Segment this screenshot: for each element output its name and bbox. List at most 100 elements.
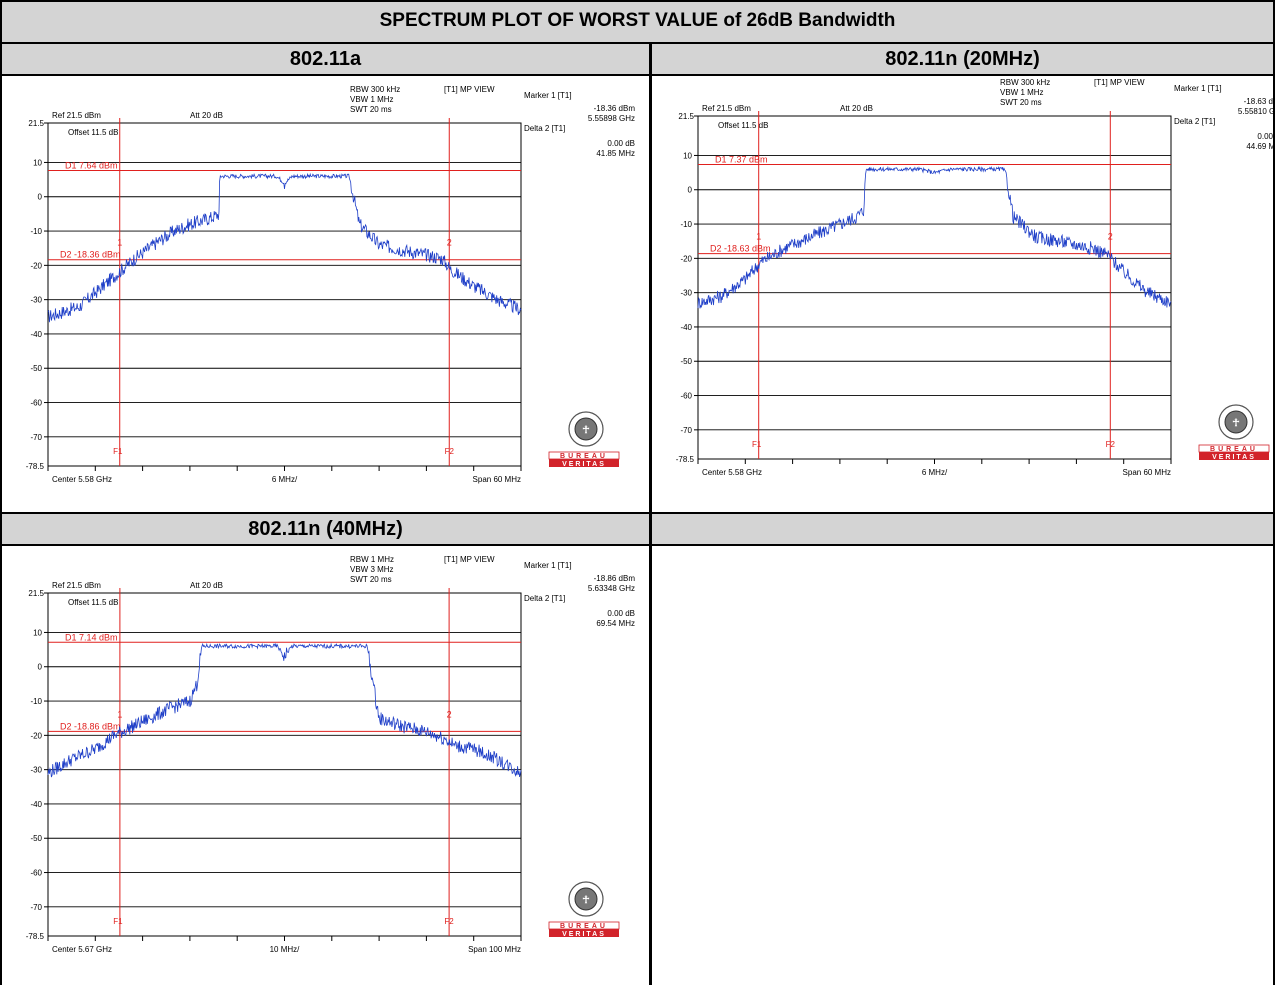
logo-top-text: BUREAU (1210, 446, 1258, 453)
y-tick-label: 0 (38, 193, 43, 202)
y-tick-label: -70 (30, 903, 42, 912)
table-rule-4 (0, 544, 1275, 546)
marker1-label: Marker 1 [T1] (1174, 84, 1222, 93)
marker-1-number: 1 (756, 232, 761, 242)
y-tick-bottom: -78.5 (26, 932, 45, 941)
ref-level-label: Ref 21.5 dBm (702, 104, 751, 113)
center-freq-label: Center 5.58 GHz (702, 468, 762, 477)
y-tick-label: 0 (688, 186, 693, 195)
vbw-label: VBW 1 MHz (1000, 88, 1044, 97)
marker1-freq: 5.55810 GHz (1238, 107, 1273, 116)
delta2-level: 0.00 dB (607, 609, 635, 618)
panel-heading-80211n-20: 802.11n (20MHz) (652, 44, 1273, 74)
spectrum-trace (697, 165, 1172, 309)
y-tick-ref: 21.5 (678, 112, 694, 121)
y-tick-label: -20 (680, 254, 692, 263)
plot-frame (47, 122, 522, 467)
marker1-level: -18.86 dBm (594, 574, 636, 583)
span-label: Span 60 MHz (473, 475, 521, 484)
marker1-label: Marker 1 [T1] (524, 91, 572, 100)
display-line-d1-label: D1 7.64 dBm (65, 161, 118, 171)
y-tick-label: 10 (33, 158, 42, 167)
delta2-freq: 41.85 MHz (596, 149, 635, 158)
center-freq-label: Center 5.58 GHz (52, 475, 112, 484)
marker-1-number: 1 (117, 709, 122, 719)
span-label: Span 60 MHz (1123, 468, 1171, 477)
plot-frame (697, 115, 1172, 460)
display-line-d2-label: D2 -18.63 dBm (710, 244, 771, 254)
vbw-label: VBW 3 MHz (350, 565, 394, 574)
y-tick-label: -50 (30, 834, 42, 843)
y-tick-ref: 21.5 (28, 119, 44, 128)
y-tick-label: -30 (30, 296, 42, 305)
table-rule-1 (0, 42, 1275, 44)
logo-seal-inner (574, 417, 598, 441)
y-tick-bottom: -78.5 (26, 462, 45, 471)
y-tick-label: 10 (683, 151, 692, 160)
logo-seal-inner (574, 887, 598, 911)
table-rule-2 (0, 74, 1275, 76)
freq-line-f2-label: F2 (1106, 440, 1116, 449)
offset-label: Offset 11.5 dB (68, 128, 118, 137)
freq-line-f1-label: F1 (752, 440, 762, 449)
freq-line-f1-label: F1 (113, 447, 123, 456)
delta2-freq: 44.69 MHz (1246, 142, 1273, 151)
display-line-d2-label: D2 -18.86 dBm (60, 721, 121, 731)
y-tick-bottom: -78.5 (676, 455, 695, 464)
y-tick-label: -50 (680, 357, 692, 366)
delta2-freq: 69.54 MHz (596, 619, 635, 628)
swt-label: SWT 20 ms (350, 575, 392, 584)
div-label: 10 MHz/ (270, 945, 301, 954)
marker1-level: -18.63 dBm (1244, 97, 1273, 106)
trace-view-label: [T1] MP VIEW (444, 555, 495, 564)
spectrum-trace (47, 642, 522, 778)
plot-cell-1: Ref 21.5 dBm Att 20 dB RBW 300 kHz VBW 1 MH… (2, 76, 649, 501)
delta2-label: Delta 2 [T1] (524, 594, 565, 603)
logo-top-text: BUREAU (560, 453, 608, 460)
y-tick-label: -10 (680, 220, 692, 229)
attenuation-label: Att 20 dB (190, 111, 223, 120)
span-label: Span 100 MHz (468, 945, 521, 954)
empty-cell (652, 546, 1273, 985)
attenuation-label: Att 20 dB (190, 581, 223, 590)
freq-line-f2-label: F2 (445, 447, 455, 456)
y-tick-label: -60 (680, 392, 692, 401)
logo-bottom-text: VERITAS (562, 931, 606, 938)
attenuation-label: Att 20 dB (840, 104, 873, 113)
y-tick-label: -50 (30, 364, 42, 373)
center-freq-label: Center 5.67 GHz (52, 945, 112, 954)
y-tick-label: -20 (30, 261, 42, 270)
y-tick-label: 10 (33, 628, 42, 637)
y-tick-label: -30 (680, 289, 692, 298)
table-title: SPECTRUM PLOT OF WORST VALUE of 26dB Ban… (0, 0, 1275, 42)
marker-2-number: 2 (447, 709, 452, 719)
marker1-freq: 5.55898 GHz (588, 114, 635, 123)
y-tick-label: -40 (30, 330, 42, 339)
marker1-label: Marker 1 [T1] (524, 561, 572, 570)
ref-level-label: Ref 21.5 dBm (52, 581, 101, 590)
vbw-label: VBW 1 MHz (350, 95, 394, 104)
plot-cell-2: Ref 21.5 dBm Att 20 dB RBW 300 kHz VBW 1 MH… (652, 76, 1277, 501)
y-tick-label: -40 (30, 800, 42, 809)
spectrum-trace (47, 172, 522, 323)
plot-cell-3: Ref 21.5 dBm Att 20 dB RBW 1 MHz VBW 3 MHz S… (2, 546, 649, 985)
logo-bottom-band (549, 929, 619, 937)
div-label: 6 MHz/ (922, 468, 948, 477)
rbw-label: RBW 300 kHz (350, 85, 400, 94)
delta2-level: 0.00 dB (607, 139, 635, 148)
y-tick-label: -70 (30, 433, 42, 442)
y-tick-ref: 21.5 (28, 589, 44, 598)
marker-1-number: 1 (117, 238, 122, 248)
table-rule-3 (0, 512, 1275, 514)
logo-bottom-band (549, 459, 619, 467)
delta2-label: Delta 2 [T1] (1174, 117, 1215, 126)
div-label: 6 MHz/ (272, 475, 298, 484)
logo-bottom-band (1199, 452, 1269, 460)
panel-heading-80211n-40: 802.11n (40MHz) (2, 514, 649, 544)
empty-heading (652, 514, 1273, 544)
